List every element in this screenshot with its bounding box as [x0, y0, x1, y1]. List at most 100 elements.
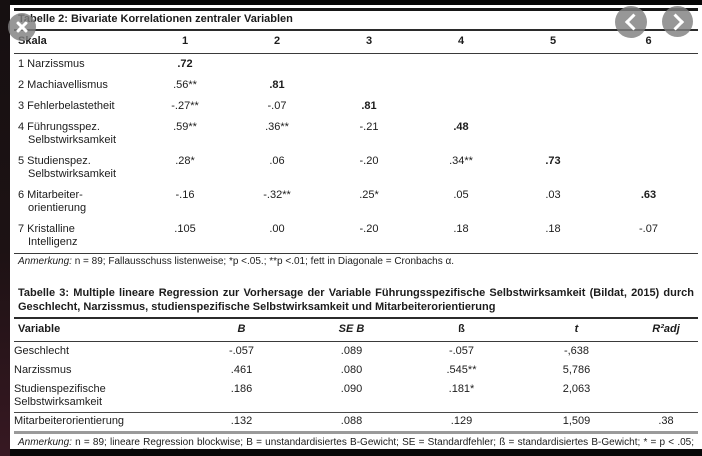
table-row: Narzissmus .461 .080 .545** 5,786 — [14, 361, 698, 380]
reg-cell: .545** — [446, 364, 477, 376]
table-row: 3 Fehlerbelastetheit -.27** -.07 .81 — [14, 96, 698, 117]
table2-section: Tabelle 2: Bivariate Korrelationen zentr… — [14, 8, 698, 268]
reg-cell: -,638 — [563, 345, 590, 357]
row-label: Narzissmus — [14, 364, 72, 376]
left-edge-strip — [0, 0, 10, 456]
corr-cell — [507, 96, 599, 117]
reg-cell: .186 — [230, 383, 253, 395]
reg-cell: .089 — [340, 345, 363, 357]
corr-cell — [507, 54, 599, 76]
table3-note: Anmerkung: n = 89; lineare Regression bl… — [14, 434, 698, 449]
reg-cell: .461 — [230, 364, 253, 376]
note-label: Anmerkung: — [18, 437, 72, 448]
reg-cell: 5,786 — [562, 364, 591, 376]
corr-cell — [231, 54, 323, 76]
table2-title: Tabelle 2: Bivariate Korrelationen zentr… — [14, 11, 698, 31]
corr-cell — [415, 96, 507, 117]
column-header-4: 4 — [415, 31, 507, 54]
corr-cell: -.21 — [359, 121, 379, 133]
corr-cell — [323, 75, 415, 96]
table3-title: Tabelle 3: Multiple lineare Regression z… — [14, 286, 698, 319]
corr-cell: .81 — [361, 100, 377, 112]
table2-note: Anmerkung: n = 89; Fallausschuss listenw… — [14, 254, 698, 268]
corr-cell — [599, 151, 698, 185]
column-header-beta: ß — [404, 319, 519, 342]
column-header-6: 6 — [599, 31, 698, 54]
row-label: Studienspezifische Selbstwirksamkeit — [14, 383, 106, 408]
column-header-variable: Variable — [14, 319, 184, 342]
note-text: n = 89; Fallausschuss listenweise; *p <.… — [71, 256, 455, 267]
column-header-5: 5 — [507, 31, 599, 54]
reg-cell: .088 — [299, 412, 404, 433]
column-header-r2adj: R²adj — [634, 319, 698, 342]
table-row: 4 Führungsspez. Selbstwirksamkeit .59** … — [14, 117, 698, 151]
reg-cell: .132 — [184, 412, 299, 433]
column-header-2: 2 — [231, 31, 323, 54]
regression-table: Variable B SE B ß t R²adj Geschlecht -.0… — [14, 319, 698, 434]
reg-cell: .38 — [634, 412, 698, 433]
table-row: Mitarbeiterorientierung .132 .088 .129 1… — [14, 412, 698, 433]
table2-header-row: Skala 1 2 3 4 5 6 — [14, 31, 698, 54]
corr-cell — [599, 54, 698, 76]
corr-cell: -.20 — [359, 155, 379, 167]
reg-cell: 2,063 — [562, 383, 591, 395]
row-label: 3 Fehlerbelastetheit — [18, 100, 115, 112]
corr-cell: -.32** — [263, 189, 291, 201]
table-row: Studienspezifische Selbstwirksamkeit .18… — [14, 380, 698, 413]
reg-cell: .181* — [448, 383, 475, 395]
row-label: 4 Führungsspez. Selbstwirksamkeit — [18, 121, 117, 146]
table-row: 2 Machiavellismus .56** .81 — [14, 75, 698, 96]
table3-section: Tabelle 3: Multiple lineare Regression z… — [14, 286, 698, 449]
reg-cell: .090 — [340, 383, 363, 395]
corr-cell — [507, 75, 599, 96]
corr-cell — [599, 75, 698, 96]
column-header-seb: SE B — [299, 319, 404, 342]
row-label: 2 Machiavellismus — [18, 79, 108, 91]
reg-cell: -.057 — [228, 345, 255, 357]
row-label: 5 Studienspez. Selbstwirksamkeit — [18, 155, 117, 180]
reg-cell — [634, 361, 698, 380]
column-header-1: 1 — [139, 31, 231, 54]
corr-cell: .34** — [449, 155, 473, 167]
corr-cell: .105 — [139, 219, 231, 254]
column-header-3: 3 — [323, 31, 415, 54]
column-header-t: t — [519, 319, 634, 342]
corr-cell — [415, 54, 507, 76]
corr-cell: -.20 — [323, 219, 415, 254]
prev-button[interactable] — [615, 6, 647, 38]
table-row: 1 Narzissmus .72 — [14, 54, 698, 76]
chevron-left-icon — [624, 13, 642, 31]
table-row: 6 Mitarbeiter- orientierung -.16 -.32** … — [14, 185, 698, 219]
corr-cell — [599, 117, 698, 151]
document-page: Tabelle 2: Bivariate Korrelationen zentr… — [10, 5, 702, 449]
corr-cell: .56** — [173, 79, 197, 91]
corr-cell: .05 — [453, 189, 469, 201]
column-header-b: B — [184, 319, 299, 342]
corr-cell: .59** — [173, 121, 197, 133]
close-button[interactable] — [8, 13, 36, 41]
reg-cell: .080 — [340, 364, 363, 376]
table3-header-row: Variable B SE B ß t R²adj — [14, 319, 698, 342]
row-label: 1 Narzissmus — [18, 58, 85, 70]
reg-cell: -.057 — [448, 345, 475, 357]
corr-cell: .28* — [175, 155, 195, 167]
row-label: 6 Mitarbeiter- orientierung — [18, 189, 87, 214]
corr-cell: .18 — [415, 219, 507, 254]
corr-cell: .06 — [269, 155, 285, 167]
corr-cell: .81 — [269, 79, 285, 91]
note-label: Anmerkung: — [18, 256, 72, 267]
corr-cell: .63 — [640, 189, 657, 201]
corr-cell: .00 — [231, 219, 323, 254]
reg-cell — [634, 380, 698, 413]
corr-cell — [507, 117, 599, 151]
row-label: Geschlecht — [14, 345, 70, 357]
reg-cell: 1,509 — [519, 412, 634, 433]
corr-cell: .36** — [265, 121, 289, 133]
table-row: 7 Kristalline Intelligenz .105 .00 -.20 … — [14, 219, 698, 254]
chevron-right-icon — [666, 13, 684, 30]
next-button[interactable] — [662, 6, 693, 37]
correlation-table: Skala 1 2 3 4 5 6 1 Narzissmus .72 — [14, 31, 698, 254]
corr-cell: .73 — [545, 155, 561, 167]
corr-cell — [415, 75, 507, 96]
